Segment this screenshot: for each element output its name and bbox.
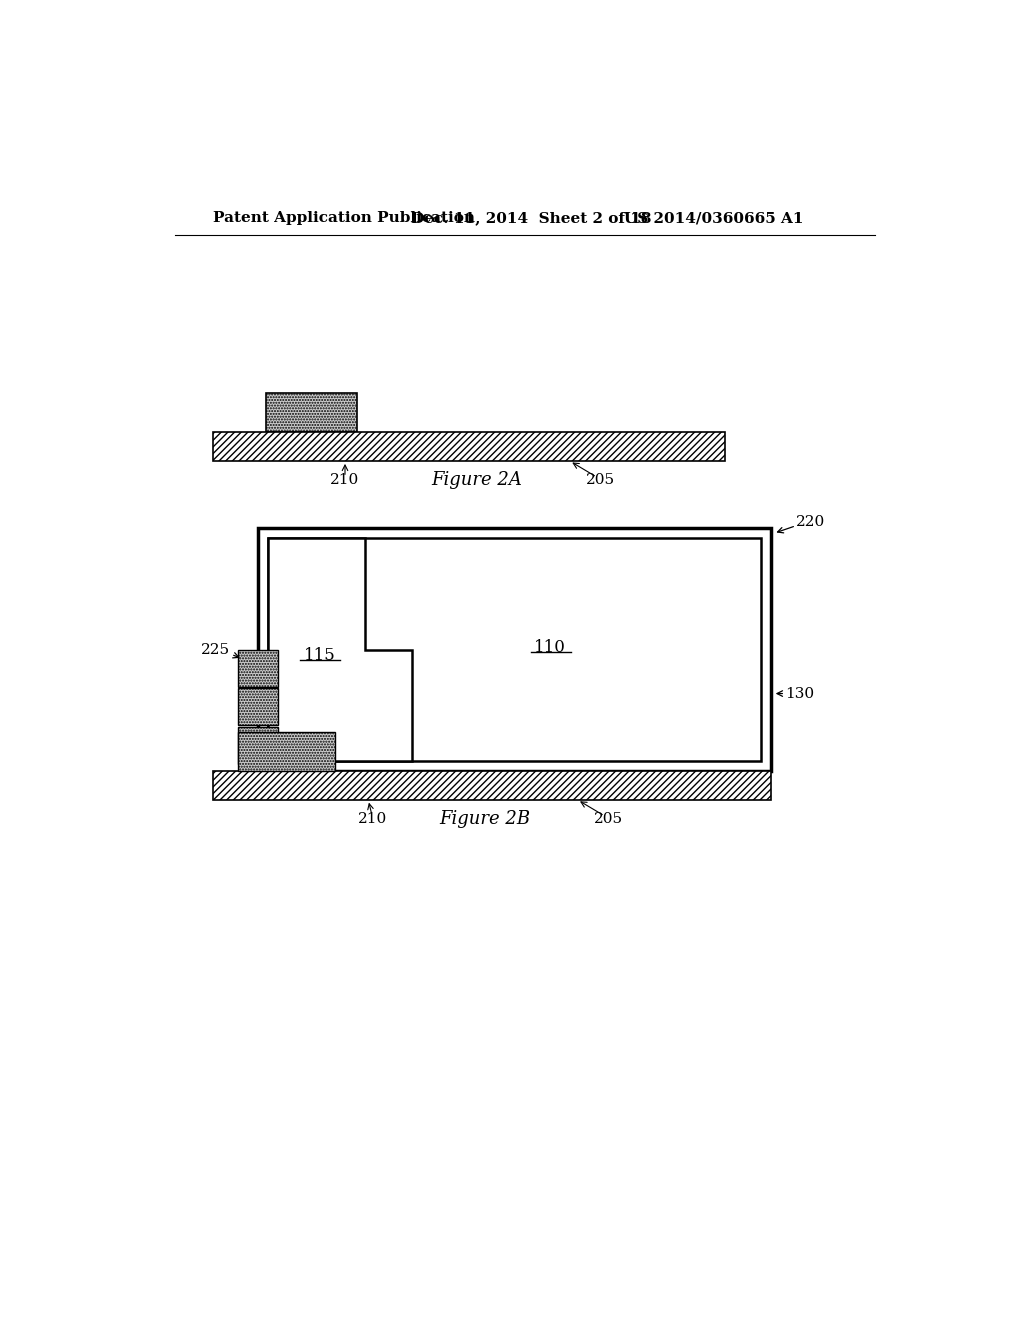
Text: Patent Application Publication: Patent Application Publication [213, 211, 475, 226]
Bar [268, 539, 761, 760]
Text: 225: 225 [201, 643, 230, 656]
Text: 130: 130 [785, 686, 814, 701]
Polygon shape [268, 539, 412, 760]
Text: 205: 205 [586, 474, 615, 487]
Bar [213, 771, 771, 800]
Text: Figure 2B: Figure 2B [439, 810, 530, 828]
Text: 210: 210 [331, 474, 359, 487]
Text: 220: 220 [796, 515, 825, 529]
Text: 110: 110 [535, 639, 566, 656]
Text: Figure 2A: Figure 2A [431, 471, 522, 490]
Bar [258, 528, 771, 771]
Bar [213, 432, 725, 461]
Bar [238, 733, 335, 771]
Text: 210: 210 [357, 812, 387, 826]
Bar [238, 688, 279, 725]
Text: 115: 115 [303, 647, 335, 664]
Text: US 2014/0360665 A1: US 2014/0360665 A1 [624, 211, 804, 226]
Bar [238, 726, 279, 763]
Bar [238, 649, 279, 686]
Text: Dec. 11, 2014  Sheet 2 of 18: Dec. 11, 2014 Sheet 2 of 18 [411, 211, 651, 226]
Text: 205: 205 [594, 812, 623, 826]
Bar [266, 393, 357, 432]
